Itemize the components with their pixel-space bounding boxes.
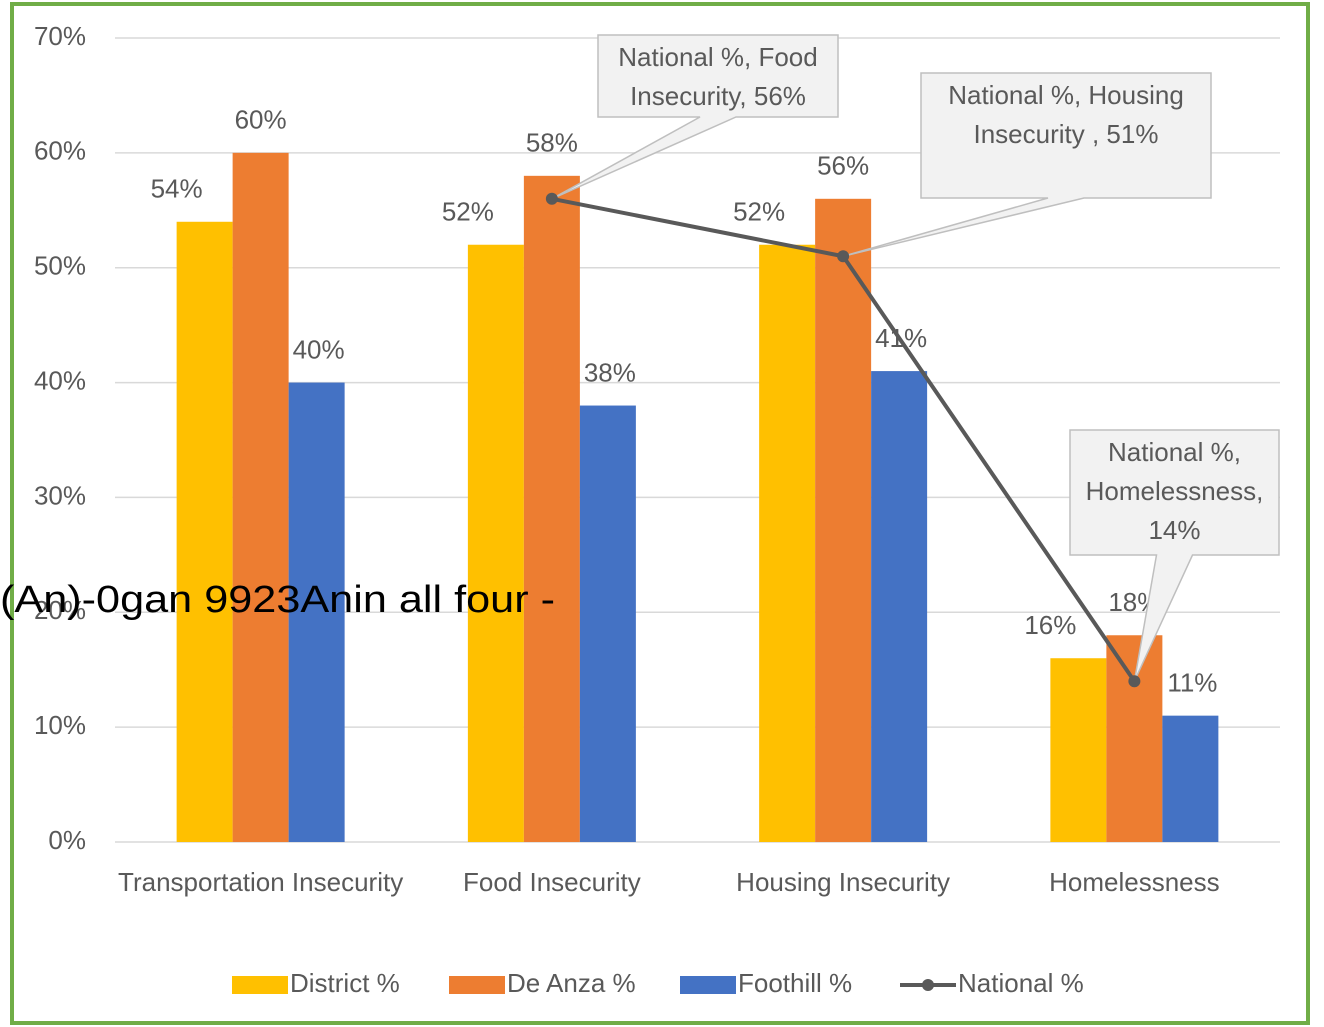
bar: [1162, 715, 1219, 842]
callout: [1069, 429, 1280, 682]
y-tick-label: 50%: [34, 251, 86, 281]
x-tick-label: Food Insecurity: [463, 867, 641, 897]
x-tick-label: Housing Insecurity: [736, 867, 951, 897]
legend-label: National %: [958, 968, 1084, 998]
x-tick-label: Homelessness: [1049, 867, 1220, 897]
data-label: National %, Homelessness, 14%: [1085, 437, 1264, 545]
data-label: 56%: [817, 151, 869, 181]
data-label: 40%: [293, 334, 345, 364]
data-label: 60%: [235, 105, 287, 135]
data-label: 52%: [733, 197, 785, 227]
annotation: (An)-0gan 9923Anin all four -: [0, 579, 555, 621]
y-tick-label: 20%: [34, 595, 86, 625]
callout: [551, 34, 839, 200]
data-label: 38%: [584, 357, 636, 387]
line-marker: [545, 192, 558, 205]
bar: [232, 152, 289, 842]
bar: [176, 221, 233, 842]
legend-swatch: [449, 976, 505, 994]
bar: [871, 371, 928, 842]
y-tick-label: 40%: [34, 365, 86, 395]
data-label: 58%: [526, 128, 578, 158]
legend-label: District %: [290, 968, 400, 998]
data-label: 54%: [151, 174, 203, 204]
y-tick-label: 10%: [34, 710, 86, 740]
bar: [579, 405, 636, 842]
data-label: 52%: [442, 197, 494, 227]
bar: [288, 382, 345, 842]
legend-swatch: [922, 979, 934, 991]
bar: [759, 244, 816, 842]
data-label: National %, Housing Insecurity , 51%: [948, 80, 1184, 149]
bar: [523, 175, 580, 843]
bar: [1050, 658, 1107, 842]
data-label: 11%: [1167, 668, 1217, 698]
bar: [815, 198, 872, 843]
y-tick-label: 30%: [34, 480, 86, 510]
bar: [1106, 635, 1163, 842]
chart-border: [10, 2, 1310, 1025]
legend-swatch: [232, 976, 288, 994]
bar: [467, 244, 524, 842]
data-label: National %, Food Insecurity, 56%: [618, 42, 818, 111]
y-tick-label: 0%: [48, 825, 86, 855]
y-tick-label: 60%: [34, 136, 86, 166]
data-label: 16%: [1024, 610, 1076, 640]
line-marker: [1128, 675, 1141, 688]
legend-swatch: [680, 976, 736, 994]
legend-label: De Anza %: [507, 968, 636, 998]
legend-label: Foothill %: [738, 968, 852, 998]
line-marker: [837, 250, 850, 263]
callout: [842, 72, 1212, 257]
y-tick-label: 70%: [34, 21, 86, 51]
x-tick-label: Transportation Insecurity: [118, 867, 404, 897]
